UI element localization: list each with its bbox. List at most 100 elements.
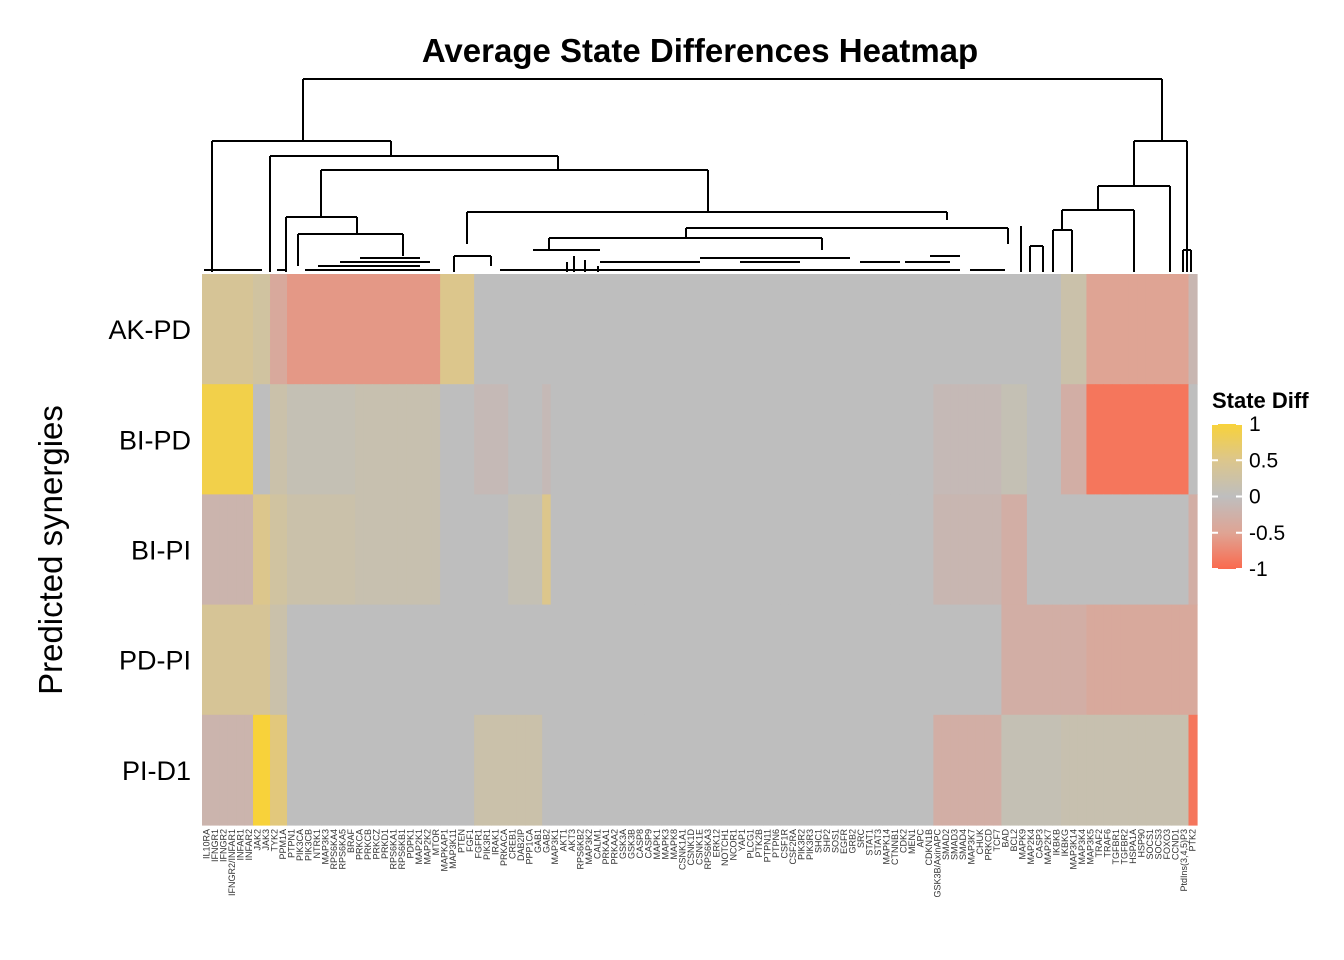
heatmap-cell bbox=[1128, 274, 1139, 385]
heatmap-cell bbox=[618, 274, 628, 385]
heatmap-cell bbox=[805, 274, 815, 385]
heatmap-cell bbox=[865, 494, 875, 606]
heatmap-cell bbox=[899, 384, 909, 495]
heatmap-cell bbox=[661, 274, 671, 385]
heatmap-cell bbox=[499, 604, 509, 716]
heatmap-cell bbox=[202, 604, 212, 716]
column-label: PTK2B bbox=[754, 829, 764, 858]
heatmap-cell bbox=[992, 714, 1002, 826]
heatmap-cell bbox=[992, 604, 1002, 716]
column-label: GAB2 bbox=[541, 829, 551, 853]
column-label: PPM1A bbox=[278, 829, 288, 860]
heatmap-cell bbox=[1018, 604, 1028, 716]
column-label: IKBKG bbox=[1060, 829, 1070, 857]
heatmap-cell bbox=[1154, 384, 1164, 495]
heatmap-cell bbox=[287, 384, 297, 495]
heatmap-cell bbox=[542, 274, 552, 385]
heatmap-cell bbox=[304, 384, 314, 495]
heatmap-cell bbox=[1009, 494, 1020, 606]
heatmap-cell bbox=[593, 274, 603, 385]
heatmap-cell bbox=[244, 604, 254, 716]
heatmap-cell bbox=[967, 604, 977, 716]
heatmap-cell bbox=[295, 714, 305, 826]
column-label: EGFR bbox=[839, 829, 849, 855]
heatmap-cell bbox=[1188, 384, 1198, 495]
heatmap-cell bbox=[508, 714, 518, 826]
heatmap-cell bbox=[499, 274, 509, 385]
heatmap-cell bbox=[355, 274, 365, 385]
heatmap-cell bbox=[397, 384, 407, 495]
heatmap-cell bbox=[627, 714, 637, 826]
heatmap-cell bbox=[397, 274, 407, 385]
heatmap-cell bbox=[805, 714, 815, 826]
heatmap-cell bbox=[890, 604, 900, 716]
heatmap-cell bbox=[448, 384, 458, 495]
heatmap-cell bbox=[1171, 604, 1181, 716]
heatmap-cell bbox=[550, 494, 560, 606]
heatmap-cell bbox=[635, 604, 645, 716]
heatmap-cell bbox=[423, 384, 433, 495]
heatmap-cell bbox=[865, 714, 875, 826]
heatmap-cell bbox=[227, 604, 237, 716]
heatmap-cell bbox=[253, 604, 263, 716]
heatmap-cell bbox=[1120, 604, 1130, 716]
heatmap-cell bbox=[253, 274, 263, 385]
heatmap-cell bbox=[550, 604, 560, 716]
heatmap-cell bbox=[967, 714, 977, 826]
heatmap-cell bbox=[1128, 494, 1139, 606]
heatmap-cell bbox=[771, 494, 781, 606]
heatmap-cell bbox=[635, 714, 645, 826]
heatmap-cell bbox=[338, 714, 348, 826]
heatmap-cell bbox=[491, 494, 501, 606]
column-label: TYK2 bbox=[269, 829, 279, 852]
heatmap-cell bbox=[312, 604, 322, 716]
heatmap-cell bbox=[465, 384, 475, 495]
heatmap-cell bbox=[1035, 494, 1045, 606]
heatmap-cell bbox=[1111, 274, 1122, 385]
column-label: INFAR2 bbox=[244, 829, 254, 861]
heatmap-cell bbox=[788, 604, 798, 716]
heatmap-cell bbox=[304, 494, 314, 606]
heatmap-cell bbox=[831, 274, 841, 385]
heatmap-cell bbox=[491, 604, 501, 716]
column-label: RPS6KB2 bbox=[575, 829, 585, 870]
heatmap-cell bbox=[1154, 274, 1164, 385]
column-label: CREB1 bbox=[507, 829, 517, 859]
heatmap-cell bbox=[261, 494, 271, 606]
heatmap-cell bbox=[950, 274, 960, 385]
column-label: PTPN11 bbox=[763, 829, 773, 862]
heatmap-cell bbox=[1145, 604, 1156, 716]
heatmap-cell bbox=[958, 604, 968, 716]
heatmap-cell bbox=[831, 494, 841, 606]
heatmap-cell bbox=[533, 384, 543, 495]
column-label: PTK2 bbox=[1188, 829, 1198, 852]
heatmap-cell bbox=[610, 604, 620, 716]
heatmap-cell bbox=[474, 604, 484, 716]
heatmap-cell bbox=[1188, 714, 1198, 826]
heatmap-cell bbox=[397, 714, 407, 826]
legend-tick-label: 1 bbox=[1249, 413, 1261, 436]
heatmap-cell bbox=[414, 274, 424, 385]
column-label: BCL2 bbox=[1009, 829, 1019, 852]
heatmap-cell bbox=[346, 384, 356, 495]
heatmap-cell bbox=[882, 274, 892, 385]
heatmap-cell bbox=[805, 494, 815, 606]
heatmap-cell bbox=[848, 274, 858, 385]
heatmap-cell bbox=[839, 384, 849, 495]
heatmap-cell bbox=[644, 604, 654, 716]
heatmap-cell bbox=[278, 494, 288, 606]
column-label: SHP2 bbox=[822, 829, 832, 853]
heatmap-cell bbox=[1103, 384, 1113, 495]
heatmap-cell bbox=[525, 604, 535, 716]
heatmap-cell bbox=[1060, 604, 1071, 716]
heatmap-cell bbox=[270, 714, 280, 826]
heatmap-cell bbox=[1060, 384, 1071, 495]
heatmap-cell bbox=[805, 384, 815, 495]
heatmap-cell bbox=[287, 604, 297, 716]
column-label: MAPKAP1 bbox=[439, 829, 449, 872]
heatmap-cell bbox=[465, 604, 475, 716]
heatmap-cell bbox=[278, 714, 288, 826]
heatmap-cell bbox=[1188, 274, 1198, 385]
heatmap-cell bbox=[550, 384, 560, 495]
heatmap-cell bbox=[950, 494, 960, 606]
